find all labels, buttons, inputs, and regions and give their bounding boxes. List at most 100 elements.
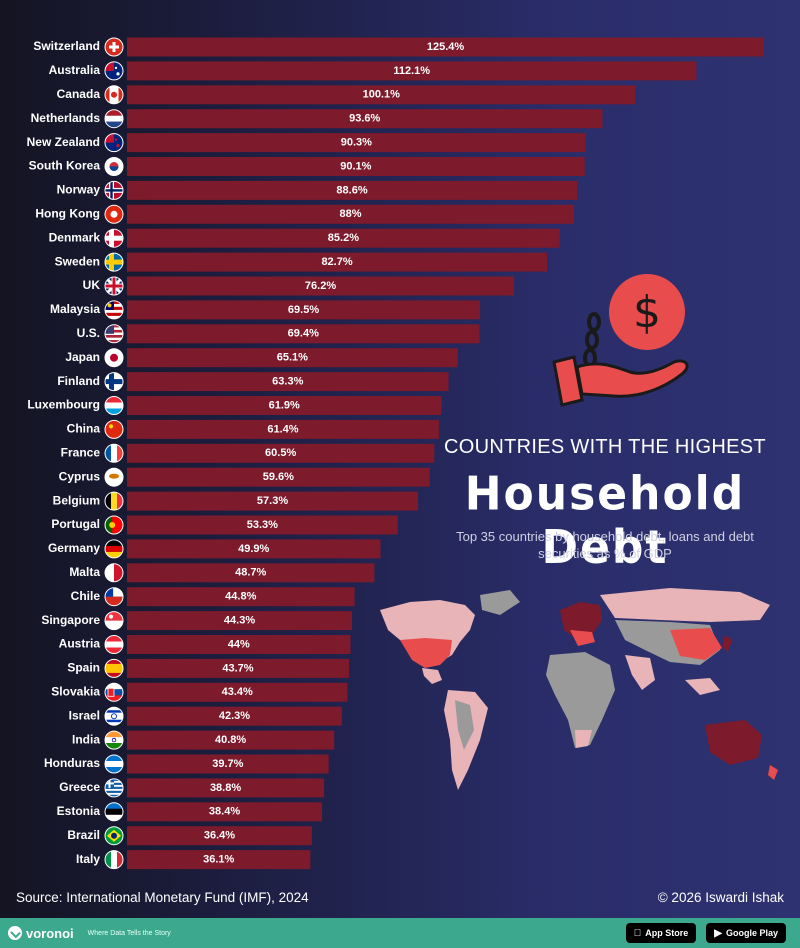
- flag-icon: [105, 134, 123, 152]
- country-label: Malta: [69, 565, 100, 579]
- country-label: Denmark: [49, 230, 101, 244]
- value-label: 38.4%: [209, 806, 240, 818]
- country-label: Australia: [49, 63, 101, 77]
- value-label: 44.3%: [224, 615, 255, 627]
- flag-icon: [105, 468, 123, 486]
- flag-icon: [105, 325, 123, 343]
- value-label: 39.7%: [212, 758, 243, 770]
- value-label: 36.1%: [203, 854, 234, 866]
- value-label: 112.1%: [393, 65, 430, 77]
- country-label: Hong Kong: [35, 206, 100, 220]
- country-label: Japan: [65, 350, 100, 364]
- flag-icon: [105, 659, 123, 677]
- value-label: 36.4%: [204, 830, 235, 842]
- value-label: 100.1%: [363, 89, 401, 101]
- flag-icon: [105, 62, 123, 80]
- value-label: 63.3%: [272, 376, 303, 388]
- value-label: 44%: [228, 638, 250, 650]
- value-label: 76.2%: [305, 280, 336, 292]
- chart-subtitle: Top 35 countries by household debt, loan…: [430, 528, 780, 562]
- country-label: Luxembourg: [27, 398, 100, 412]
- flag-icon: [105, 588, 123, 606]
- country-label: Norway: [57, 183, 101, 197]
- flag-icon: [105, 253, 123, 271]
- country-label: Brazil: [67, 828, 100, 842]
- flag-icon: [105, 851, 123, 869]
- country-label: Cyprus: [59, 469, 101, 483]
- world-map-icon: [370, 580, 790, 810]
- flag-icon: [105, 803, 123, 821]
- country-label: Switzerland: [33, 39, 100, 53]
- value-label: 42.3%: [219, 710, 250, 722]
- google-play-label: Google Play: [726, 928, 778, 938]
- country-label: Canada: [57, 87, 101, 101]
- country-label: Germany: [48, 541, 100, 555]
- flag-icon: [105, 612, 123, 630]
- flag-icon: [105, 444, 123, 462]
- value-label: 88%: [339, 208, 361, 220]
- value-label: 59.6%: [263, 471, 294, 483]
- flag-icon: [105, 707, 123, 725]
- country-label: Finland: [57, 374, 100, 388]
- flag-icon: [105, 492, 123, 510]
- value-label: 49.9%: [238, 543, 269, 555]
- value-label: 43.7%: [222, 662, 253, 674]
- value-label: 38.8%: [210, 782, 241, 794]
- country-label: New Zealand: [27, 135, 100, 149]
- country-label: Netherlands: [31, 111, 101, 125]
- country-label: Italy: [76, 852, 100, 866]
- store-links:  App Store ▶ Google Play: [616, 923, 786, 943]
- country-label: Greece: [59, 780, 100, 794]
- country-label: Spain: [67, 661, 100, 675]
- country-label: Austria: [59, 637, 101, 651]
- source-note: Source: International Monetary Fund (IMF…: [16, 890, 309, 905]
- value-label: 61.9%: [269, 399, 300, 411]
- credit-note: © 2026 Iswardi Ishak: [658, 890, 784, 905]
- flag-icon: [105, 683, 123, 701]
- country-label: France: [61, 445, 101, 459]
- app-store-button[interactable]:  App Store: [626, 923, 697, 943]
- value-label: 43.4%: [222, 686, 253, 698]
- chart-title-line1: COUNTRIES WITH THE HIGHEST: [430, 436, 780, 459]
- flag-icon: [105, 349, 123, 367]
- voronoi-logo-icon: [8, 926, 22, 940]
- flag-icon: [105, 158, 123, 176]
- country-label: Malaysia: [50, 302, 100, 316]
- country-label: Singapore: [41, 613, 100, 627]
- value-label: 48.7%: [235, 567, 266, 579]
- debt-hand-coin-icon: $: [552, 262, 702, 412]
- country-label: Portugal: [51, 517, 100, 531]
- value-label: 88.6%: [336, 184, 367, 196]
- flag-icon: [105, 827, 123, 845]
- flag-icon: [105, 755, 123, 773]
- value-label: 93.6%: [349, 113, 380, 125]
- country-label: Slovakia: [51, 684, 100, 698]
- flag-icon: [105, 110, 123, 128]
- value-label: 69.5%: [288, 304, 319, 316]
- flag-icon: [105, 420, 123, 438]
- country-label: Chile: [71, 589, 101, 603]
- country-label: U.S.: [77, 326, 100, 340]
- country-label: UK: [83, 278, 101, 292]
- value-label: 90.3%: [341, 137, 372, 149]
- country-label: South Korea: [29, 159, 101, 173]
- value-label: 125.4%: [427, 41, 465, 53]
- flag-icon: [105, 540, 123, 558]
- google-play-button[interactable]: ▶ Google Play: [706, 923, 786, 943]
- footer-bar: voronoi Where Data Tells the Story  App…: [0, 918, 800, 948]
- flag-icon: [105, 229, 123, 247]
- country-label: India: [72, 732, 100, 746]
- svg-text:$: $: [633, 287, 661, 338]
- brand[interactable]: voronoi: [8, 926, 74, 941]
- brand-name: voronoi: [26, 926, 74, 941]
- play-icon: ▶: [714, 928, 722, 939]
- flag-icon: [105, 205, 123, 223]
- flag-icon: [105, 564, 123, 582]
- value-label: 44.8%: [225, 591, 256, 603]
- flag-icon: [105, 373, 123, 391]
- flag-icon: [105, 301, 123, 319]
- brand-tagline: Where Data Tells the Story: [88, 930, 171, 937]
- value-label: 53.3%: [247, 519, 278, 531]
- flag-icon: [105, 516, 123, 534]
- value-label: 40.8%: [215, 734, 246, 746]
